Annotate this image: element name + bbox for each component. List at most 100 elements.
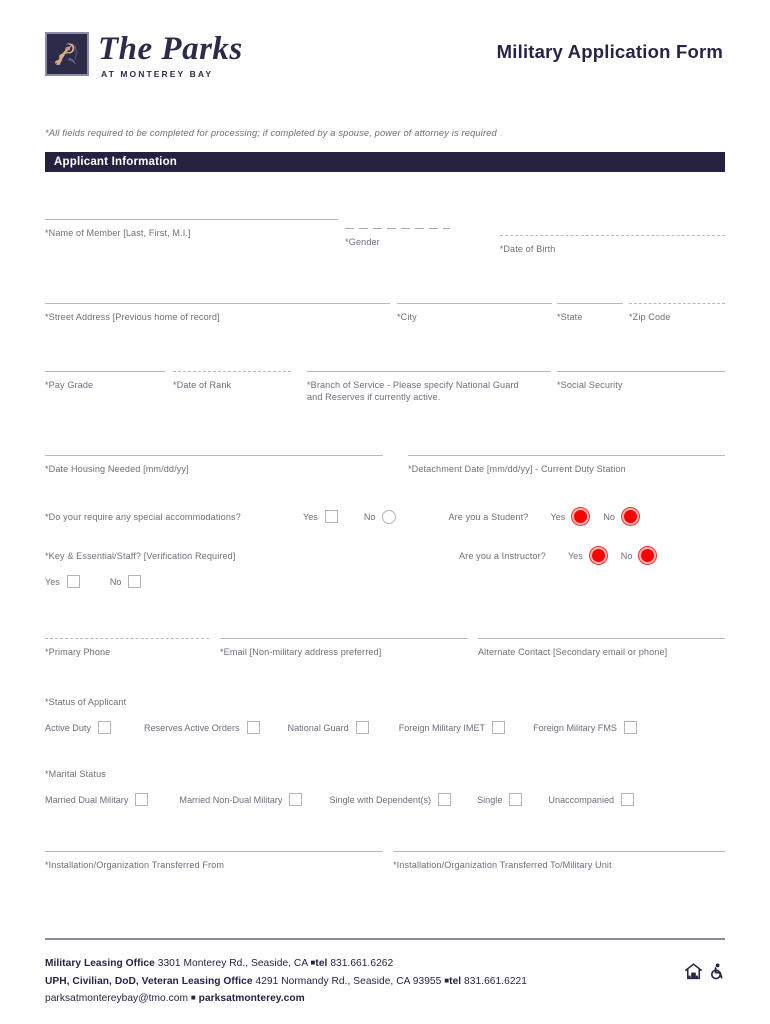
footer-divider (45, 938, 725, 940)
group-status-of-applicant: *Status of Applicant Active Duty Reserve… (45, 696, 725, 734)
option-label: Married Dual Military (45, 794, 129, 805)
option-label: Foreign Military FMS (533, 722, 617, 733)
input-date-of-birth[interactable] (499, 235, 725, 236)
option-student-yes[interactable]: Yes (551, 508, 590, 525)
option-status-foreign-military-fms[interactable]: Foreign Military FMS (533, 721, 637, 734)
section-header-applicant-information: Applicant Information (45, 152, 725, 172)
input-city[interactable] (397, 303, 552, 304)
bullet-icon: ■ (310, 958, 316, 967)
brand-name: The Parks (98, 31, 243, 67)
option-instructor-no[interactable]: No (621, 547, 657, 564)
checkbox-key-essential-yes[interactable] (66, 575, 80, 588)
option-label-yes: Yes (45, 576, 60, 587)
option-student-no[interactable]: No (603, 508, 639, 525)
footer-line-web: parksatmontereybay@tmo.com ■ parksatmont… (45, 990, 527, 1008)
label-gender: *Gender (345, 237, 380, 247)
checkbox-key-essential-no[interactable] (128, 575, 142, 588)
checkbox-married-dual-military[interactable] (135, 793, 149, 806)
radio-accommodations-no[interactable] (382, 509, 397, 524)
option-key-essential-no[interactable]: No (110, 575, 142, 588)
field-email: *Email [Non-military address preferred] (220, 638, 478, 658)
field-social-security: *Social Security (557, 371, 725, 403)
footer-email-link[interactable]: parksatmontereybay@tmo.com (45, 993, 188, 1004)
footer-address: 3301 Monterey Rd., Seaside, CA (154, 958, 311, 969)
option-instructor-yes[interactable]: Yes (568, 547, 607, 564)
input-social-security[interactable] (557, 371, 725, 372)
option-marital-married-non-dual-military[interactable]: Married Non-Dual Military (179, 793, 303, 806)
input-zip-code[interactable] (629, 303, 725, 304)
label-marital-status: *Marital Status (45, 769, 106, 779)
label-name-of-member: *Name of Member [Last, First, M.I.] (45, 228, 191, 238)
input-primary-phone[interactable] (45, 638, 209, 639)
field-pay-grade: *Pay Grade (45, 371, 173, 403)
label-social-security: *Social Security (557, 380, 623, 390)
input-alternate-contact[interactable] (478, 638, 725, 639)
option-label-yes: Yes (550, 511, 566, 522)
input-detachment-date[interactable] (408, 455, 725, 456)
radio-student-no[interactable] (621, 508, 639, 525)
input-branch-of-service[interactable] (307, 371, 551, 372)
footer-tel-label: tel (449, 975, 462, 987)
checkbox-accommodations-yes[interactable] (324, 510, 338, 523)
input-installation-transferred-from[interactable] (45, 851, 383, 852)
brand-subtitle: AT MONTEREY BAY (101, 69, 214, 79)
checkbox-foreign-military-imet[interactable] (492, 721, 506, 734)
checkbox-foreign-military-fms[interactable] (623, 721, 637, 734)
checkbox-reserves-active-orders[interactable] (246, 721, 260, 734)
bullet-icon: ■ (444, 975, 450, 985)
option-marital-unaccompanied[interactable]: Unaccompanied (548, 793, 635, 806)
input-date-housing-needed[interactable] (45, 455, 383, 456)
footer-website-link[interactable]: parksatmonterey.com (198, 993, 305, 1004)
option-status-active-duty[interactable]: Active Duty (45, 721, 111, 734)
option-accommodations-yes[interactable]: Yes (303, 510, 338, 523)
footer-line-military-leasing-office: Military Leasing Office 3301 Monterey Rd… (45, 955, 527, 973)
wheelchair-accessible-icon (709, 963, 725, 980)
page-header: The Parks AT MONTEREY BAY Military Appli… (45, 0, 725, 92)
input-installation-transferred-to[interactable] (393, 851, 725, 852)
option-status-reserves-active-orders[interactable]: Reserves Active Orders (144, 721, 260, 734)
checkbox-single-with-dependents[interactable] (438, 793, 452, 806)
radio-student-yes[interactable] (572, 508, 590, 525)
input-gender[interactable] (345, 228, 451, 229)
option-label: Reserves Active Orders (144, 722, 240, 733)
radio-instructor-no[interactable] (639, 547, 657, 564)
radio-instructor-yes[interactable] (589, 547, 607, 564)
option-label-yes: Yes (303, 511, 318, 522)
option-marital-single-with-dependents[interactable]: Single with Dependent(s) (329, 793, 452, 806)
field-date-of-birth: *Date of Birth (499, 219, 725, 255)
option-key-essential-yes[interactable]: Yes (45, 575, 80, 588)
option-status-foreign-military-imet[interactable]: Foreign Military IMET (399, 721, 506, 734)
option-accommodations-no[interactable]: No (364, 509, 397, 524)
checkbox-married-non-dual-military[interactable] (289, 793, 303, 806)
field-state: *State (557, 303, 629, 323)
field-installation-transferred-to: *Installation/Organization Transferred T… (393, 851, 725, 871)
footer-tel-label: tel (315, 958, 328, 969)
field-date-housing-needed: *Date Housing Needed [mm/dd/yy] (45, 455, 408, 475)
field-zip-code: *Zip Code (629, 303, 725, 323)
field-city: *City (397, 303, 557, 323)
field-gender: *Gender (345, 219, 500, 255)
label-email: *Email [Non-military address preferred] (220, 647, 382, 657)
checkbox-single[interactable] (509, 793, 523, 806)
option-label: Single with Dependent(s) (329, 794, 432, 805)
option-marital-single[interactable]: Single (477, 793, 523, 806)
page-footer: Military Leasing Office 3301 Monterey Rd… (45, 955, 725, 1008)
label-alternate-contact: Alternate Contact [Secondary email or ph… (478, 647, 668, 657)
input-pay-grade[interactable] (45, 371, 165, 372)
footer-address: 4291 Normandy Rd., Seaside, CA 93955 (252, 975, 445, 987)
input-state[interactable] (557, 303, 623, 304)
checkbox-unaccompanied[interactable] (621, 793, 635, 806)
input-email[interactable] (220, 638, 468, 639)
checkbox-active-duty[interactable] (98, 721, 111, 734)
option-status-national-guard[interactable]: National Guard (288, 721, 369, 734)
label-are-you-an-instructor: Are you a Instructor? (459, 550, 546, 561)
input-street-address[interactable] (45, 303, 390, 304)
option-label: Active Duty (45, 722, 91, 733)
input-name-of-member[interactable] (45, 219, 339, 220)
input-date-of-rank[interactable] (173, 371, 291, 372)
option-marital-married-dual-military[interactable]: Married Dual Military (45, 793, 149, 806)
bullet-icon: ■ (190, 993, 196, 1002)
label-primary-phone: *Primary Phone (45, 647, 111, 657)
footer-office-name: Military Leasing Office (45, 958, 155, 969)
checkbox-national-guard[interactable] (355, 721, 369, 734)
